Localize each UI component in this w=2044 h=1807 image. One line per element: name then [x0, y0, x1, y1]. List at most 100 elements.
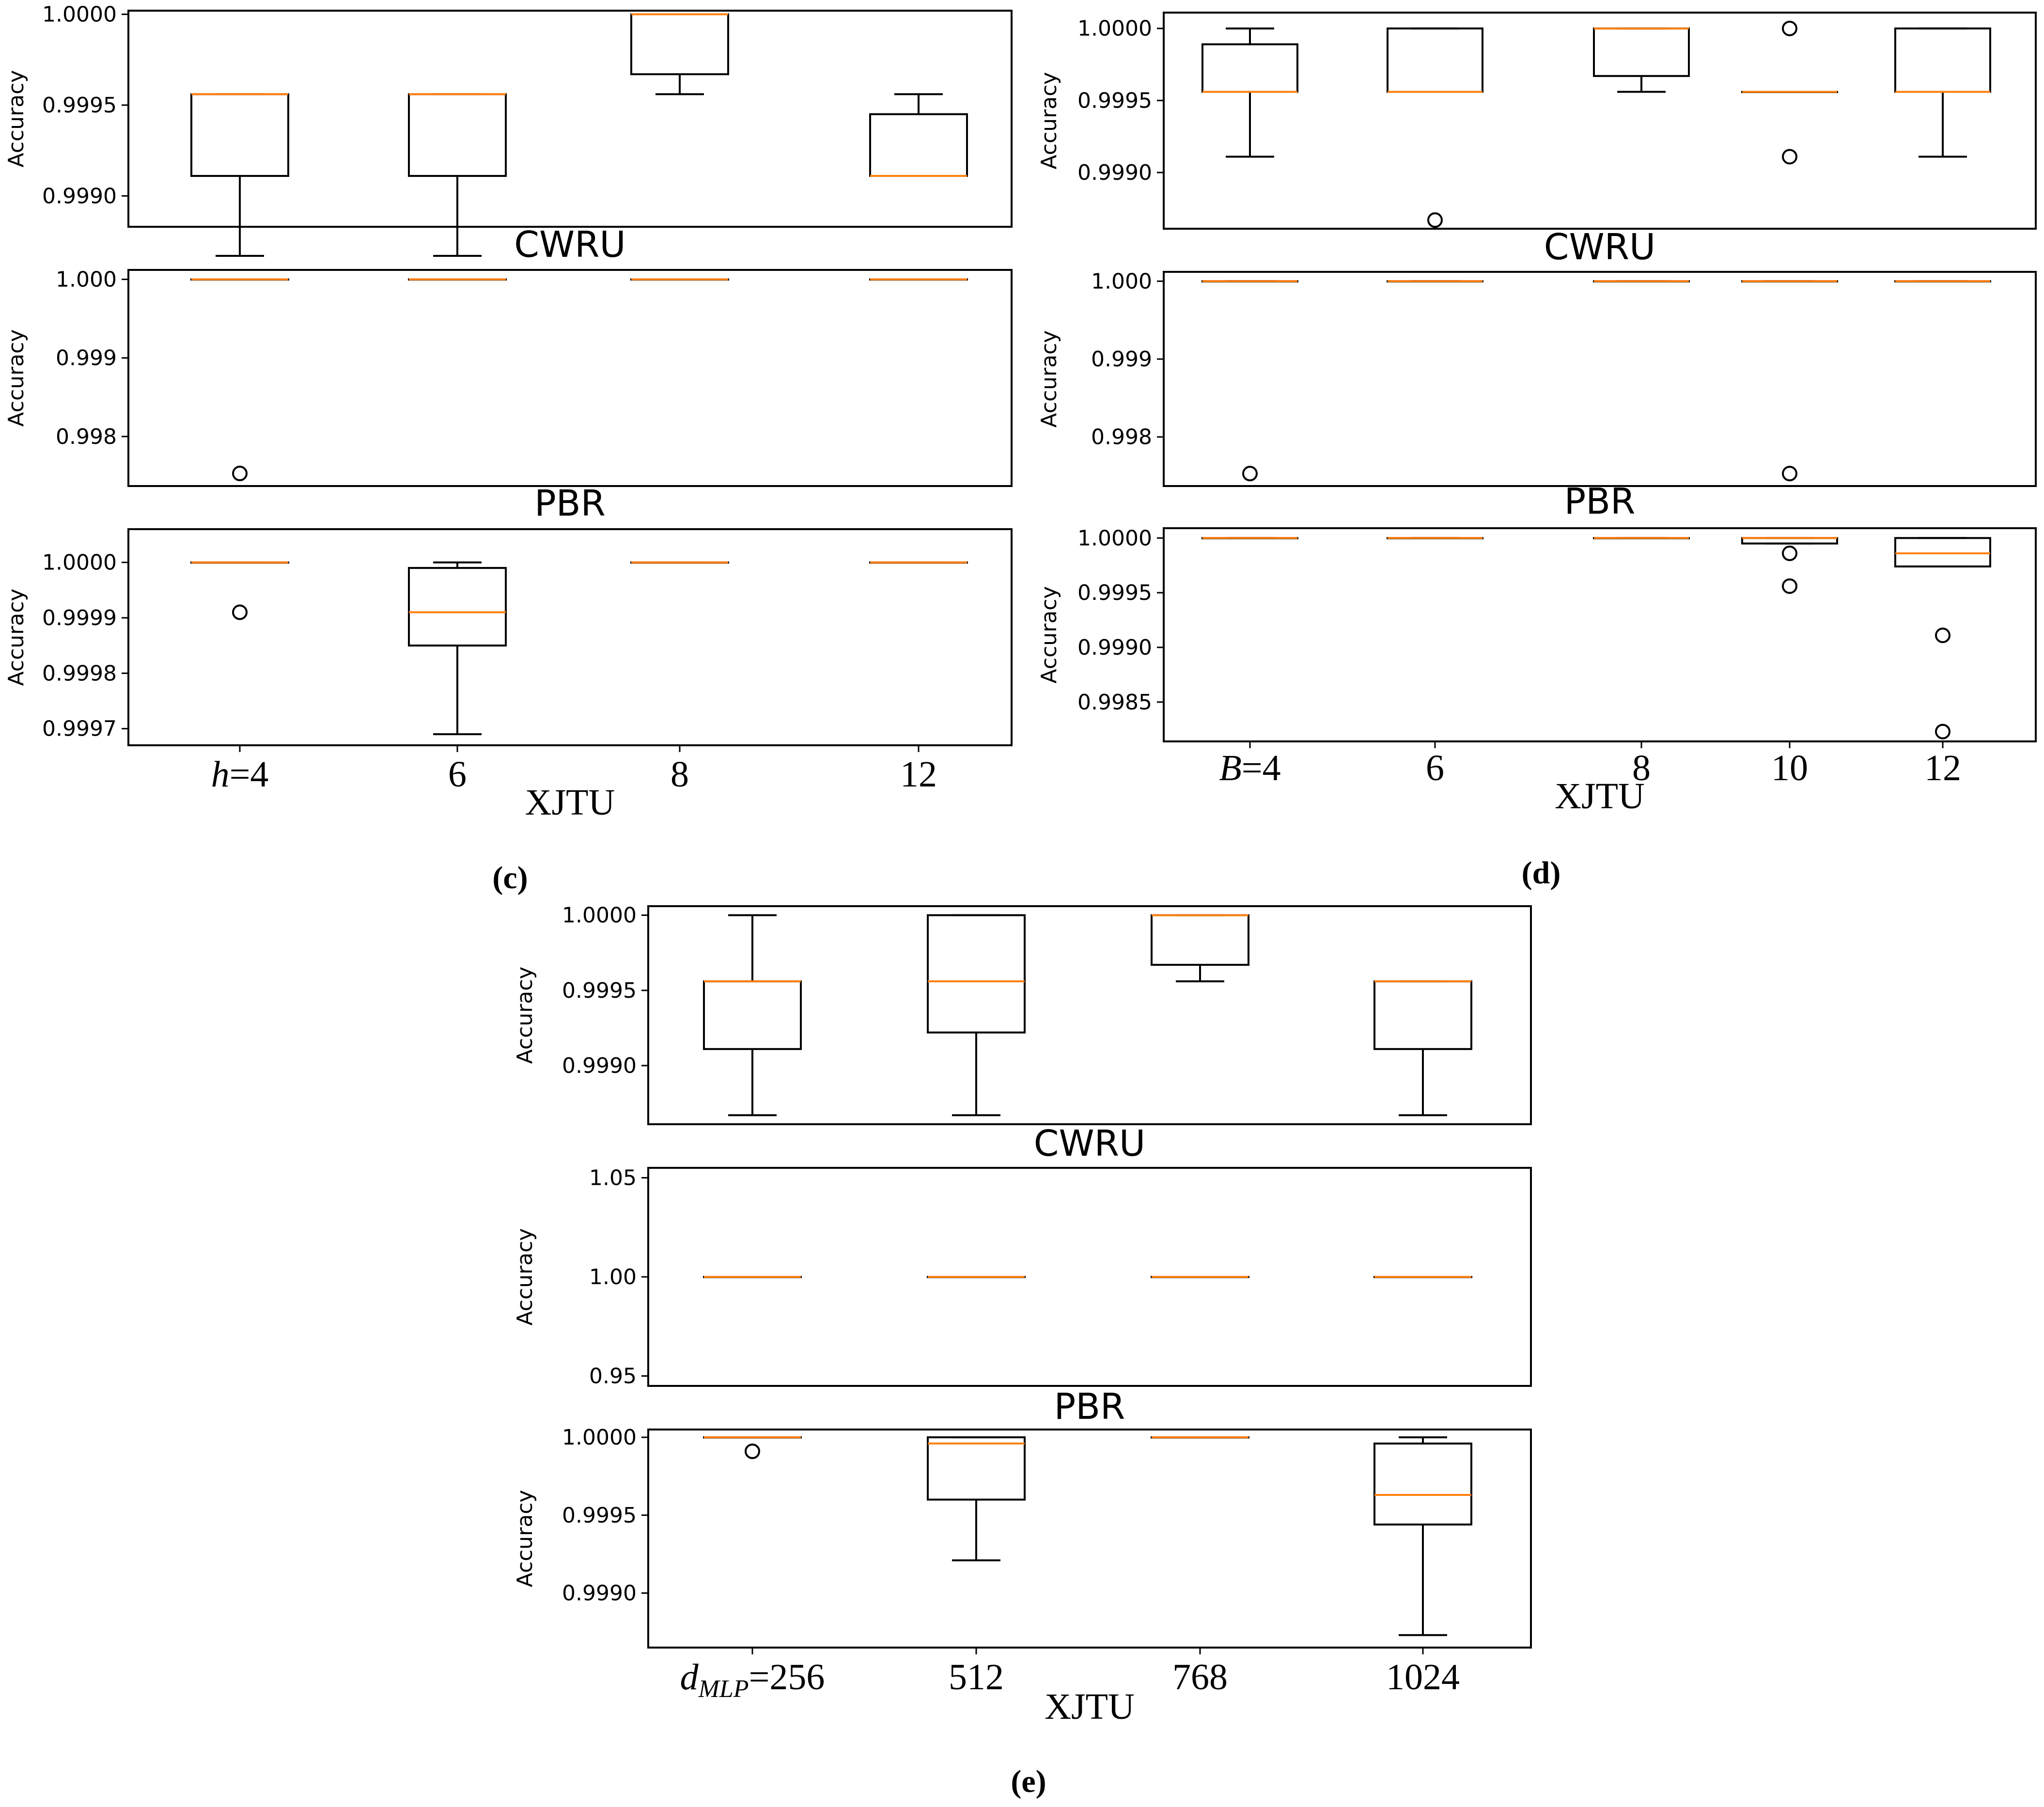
box-8 — [630, 278, 729, 281]
box-B=4 — [1201, 27, 1298, 158]
y-tick-label: 1.0000 — [42, 2, 117, 27]
y-tick-label: 1.00 — [589, 1265, 637, 1289]
axes-frame — [1163, 12, 2037, 230]
box-1024 — [1373, 1436, 1472, 1636]
y-tick-label: 1.000 — [1091, 269, 1152, 294]
box-6 — [1387, 27, 1483, 228]
outlier-point — [1427, 212, 1443, 228]
outlier-point — [1782, 578, 1797, 594]
category-label: 12 — [1924, 748, 1961, 788]
box-body — [408, 93, 507, 177]
y-tick-label: 0.9990 — [1077, 635, 1152, 660]
y-axis-label: Accuracy — [4, 589, 29, 686]
category-label: B=4 — [1219, 748, 1280, 788]
box-body — [869, 113, 968, 177]
dataset-label: CWRU — [514, 224, 625, 266]
box-1024 — [1373, 980, 1472, 1116]
y-tick-label: 0.998 — [1091, 425, 1152, 450]
y-tick-label: 0.9995 — [1077, 88, 1152, 113]
y-axis-label: Accuracy — [513, 1490, 537, 1587]
y-axis-label: Accuracy — [513, 1228, 537, 1326]
box-12 — [869, 278, 968, 281]
y-tick-label: 0.9985 — [1077, 690, 1152, 715]
axes-frame — [1163, 271, 2037, 487]
axes-frame — [127, 528, 1013, 746]
y-axis-label: Accuracy — [513, 967, 537, 1064]
category-label: 6 — [448, 754, 467, 795]
panel-c: 0.9990 0.9995 1.0000 Accuracy CWRU 0.998 0.999… — [4, 2, 1013, 896]
box-body — [1387, 27, 1483, 93]
category-label: 1024 — [1386, 1657, 1460, 1697]
panel-label: (e) — [1011, 1764, 1046, 1799]
box-10 — [1741, 280, 1838, 482]
outlier-point — [1782, 20, 1797, 36]
dataset-label: XJTU — [1555, 776, 1645, 817]
category-label: 8 — [671, 754, 689, 795]
box-12 — [1894, 280, 1991, 283]
box-10 — [1741, 537, 1838, 594]
axes-frame — [1163, 527, 2037, 742]
category-label: dMLP=256 — [680, 1657, 825, 1703]
y-tick-label: 1.0000 — [562, 1425, 637, 1450]
box-6 — [1387, 280, 1483, 283]
subplot-cwru: 0.9990 0.9995 1.0000 Accuracy CWRU — [4, 2, 1013, 266]
category-label: h=4 — [211, 754, 269, 795]
axes-frame — [127, 10, 1013, 228]
subplot-pbr: 0.998 0.999 1.000 Accuracy PBR — [1037, 269, 2037, 522]
box-6 — [408, 93, 507, 257]
subplot-pbr: 0.95 1.00 1.05 Accuracy PBR — [513, 1165, 1532, 1428]
panel-e: 0.9990 0.9995 1.0000 Accuracy CWRU 0.95 1.00 1.… — [513, 903, 1532, 1799]
dataset-label: XJTU — [525, 782, 615, 823]
category-label: 768 — [1172, 1657, 1228, 1697]
panel-d: 0.9990 0.9995 1.0000 Accuracy CWRU 0.998 0.999… — [1037, 12, 2037, 891]
box-8 — [1593, 27, 1690, 93]
axes-frame — [647, 905, 1532, 1125]
box-10 — [1741, 20, 1838, 165]
y-axis-label: Accuracy — [1037, 330, 1061, 428]
outlier-point — [1935, 723, 1950, 739]
axes-frame — [127, 269, 1013, 487]
box-512 — [927, 914, 1026, 1116]
box-body — [1894, 27, 1991, 93]
category-label: 8 — [1632, 748, 1651, 788]
box-768 — [1151, 1436, 1249, 1439]
y-tick-label: 0.9997 — [42, 717, 117, 741]
box-body — [1201, 43, 1298, 93]
box-dMLP=256 — [703, 1436, 802, 1459]
subplot-pbr: 0.998 0.999 1.000 Accuracy PBR — [4, 267, 1013, 524]
y-tick-label: 1.05 — [589, 1165, 637, 1190]
category-label: 12 — [900, 754, 937, 795]
subplot-cwru: 0.9990 0.9995 1.0000 Accuracy CWRU — [1037, 12, 2037, 268]
outlier-point — [1242, 466, 1258, 482]
y-tick-label: 1.0000 — [562, 903, 637, 928]
box-6 — [408, 278, 507, 281]
box-12 — [869, 93, 968, 177]
box-body — [1151, 914, 1249, 966]
y-axis-label: Accuracy — [1037, 72, 1061, 170]
y-tick-label: 1.0000 — [1077, 526, 1152, 550]
y-tick-label: 0.998 — [56, 424, 117, 449]
box-body — [927, 1436, 1026, 1501]
y-tick-label: 0.9995 — [562, 1503, 637, 1528]
y-tick-label: 1.0000 — [42, 550, 117, 575]
box-8 — [1593, 280, 1690, 283]
box-8 — [630, 13, 729, 95]
box-body — [408, 567, 507, 647]
y-tick-label: 1.000 — [56, 267, 117, 292]
outlier-point — [1782, 466, 1797, 482]
box-h=4 — [190, 561, 289, 620]
y-tick-label: 0.9998 — [42, 661, 117, 686]
y-axis-label: Accuracy — [1037, 586, 1061, 684]
box-h=4 — [190, 93, 289, 257]
outlier-point — [745, 1444, 760, 1459]
box-dMLP=256 — [703, 914, 802, 1116]
outlier-point — [1935, 628, 1950, 644]
box-body — [703, 980, 802, 1050]
box-body — [1373, 980, 1472, 1050]
box-body — [630, 13, 729, 76]
y-tick-label: 0.9990 — [42, 184, 117, 208]
subplot-xjtu: 0.9990 0.9995 1.0000 Accuracy XJTU — [513, 1425, 1532, 1727]
box-body — [190, 93, 289, 177]
box-body — [1373, 1442, 1472, 1526]
subplot-xjtu: 0.9997 0.9998 0.9999 1.0000 Accuracy XJTU — [4, 528, 1013, 823]
